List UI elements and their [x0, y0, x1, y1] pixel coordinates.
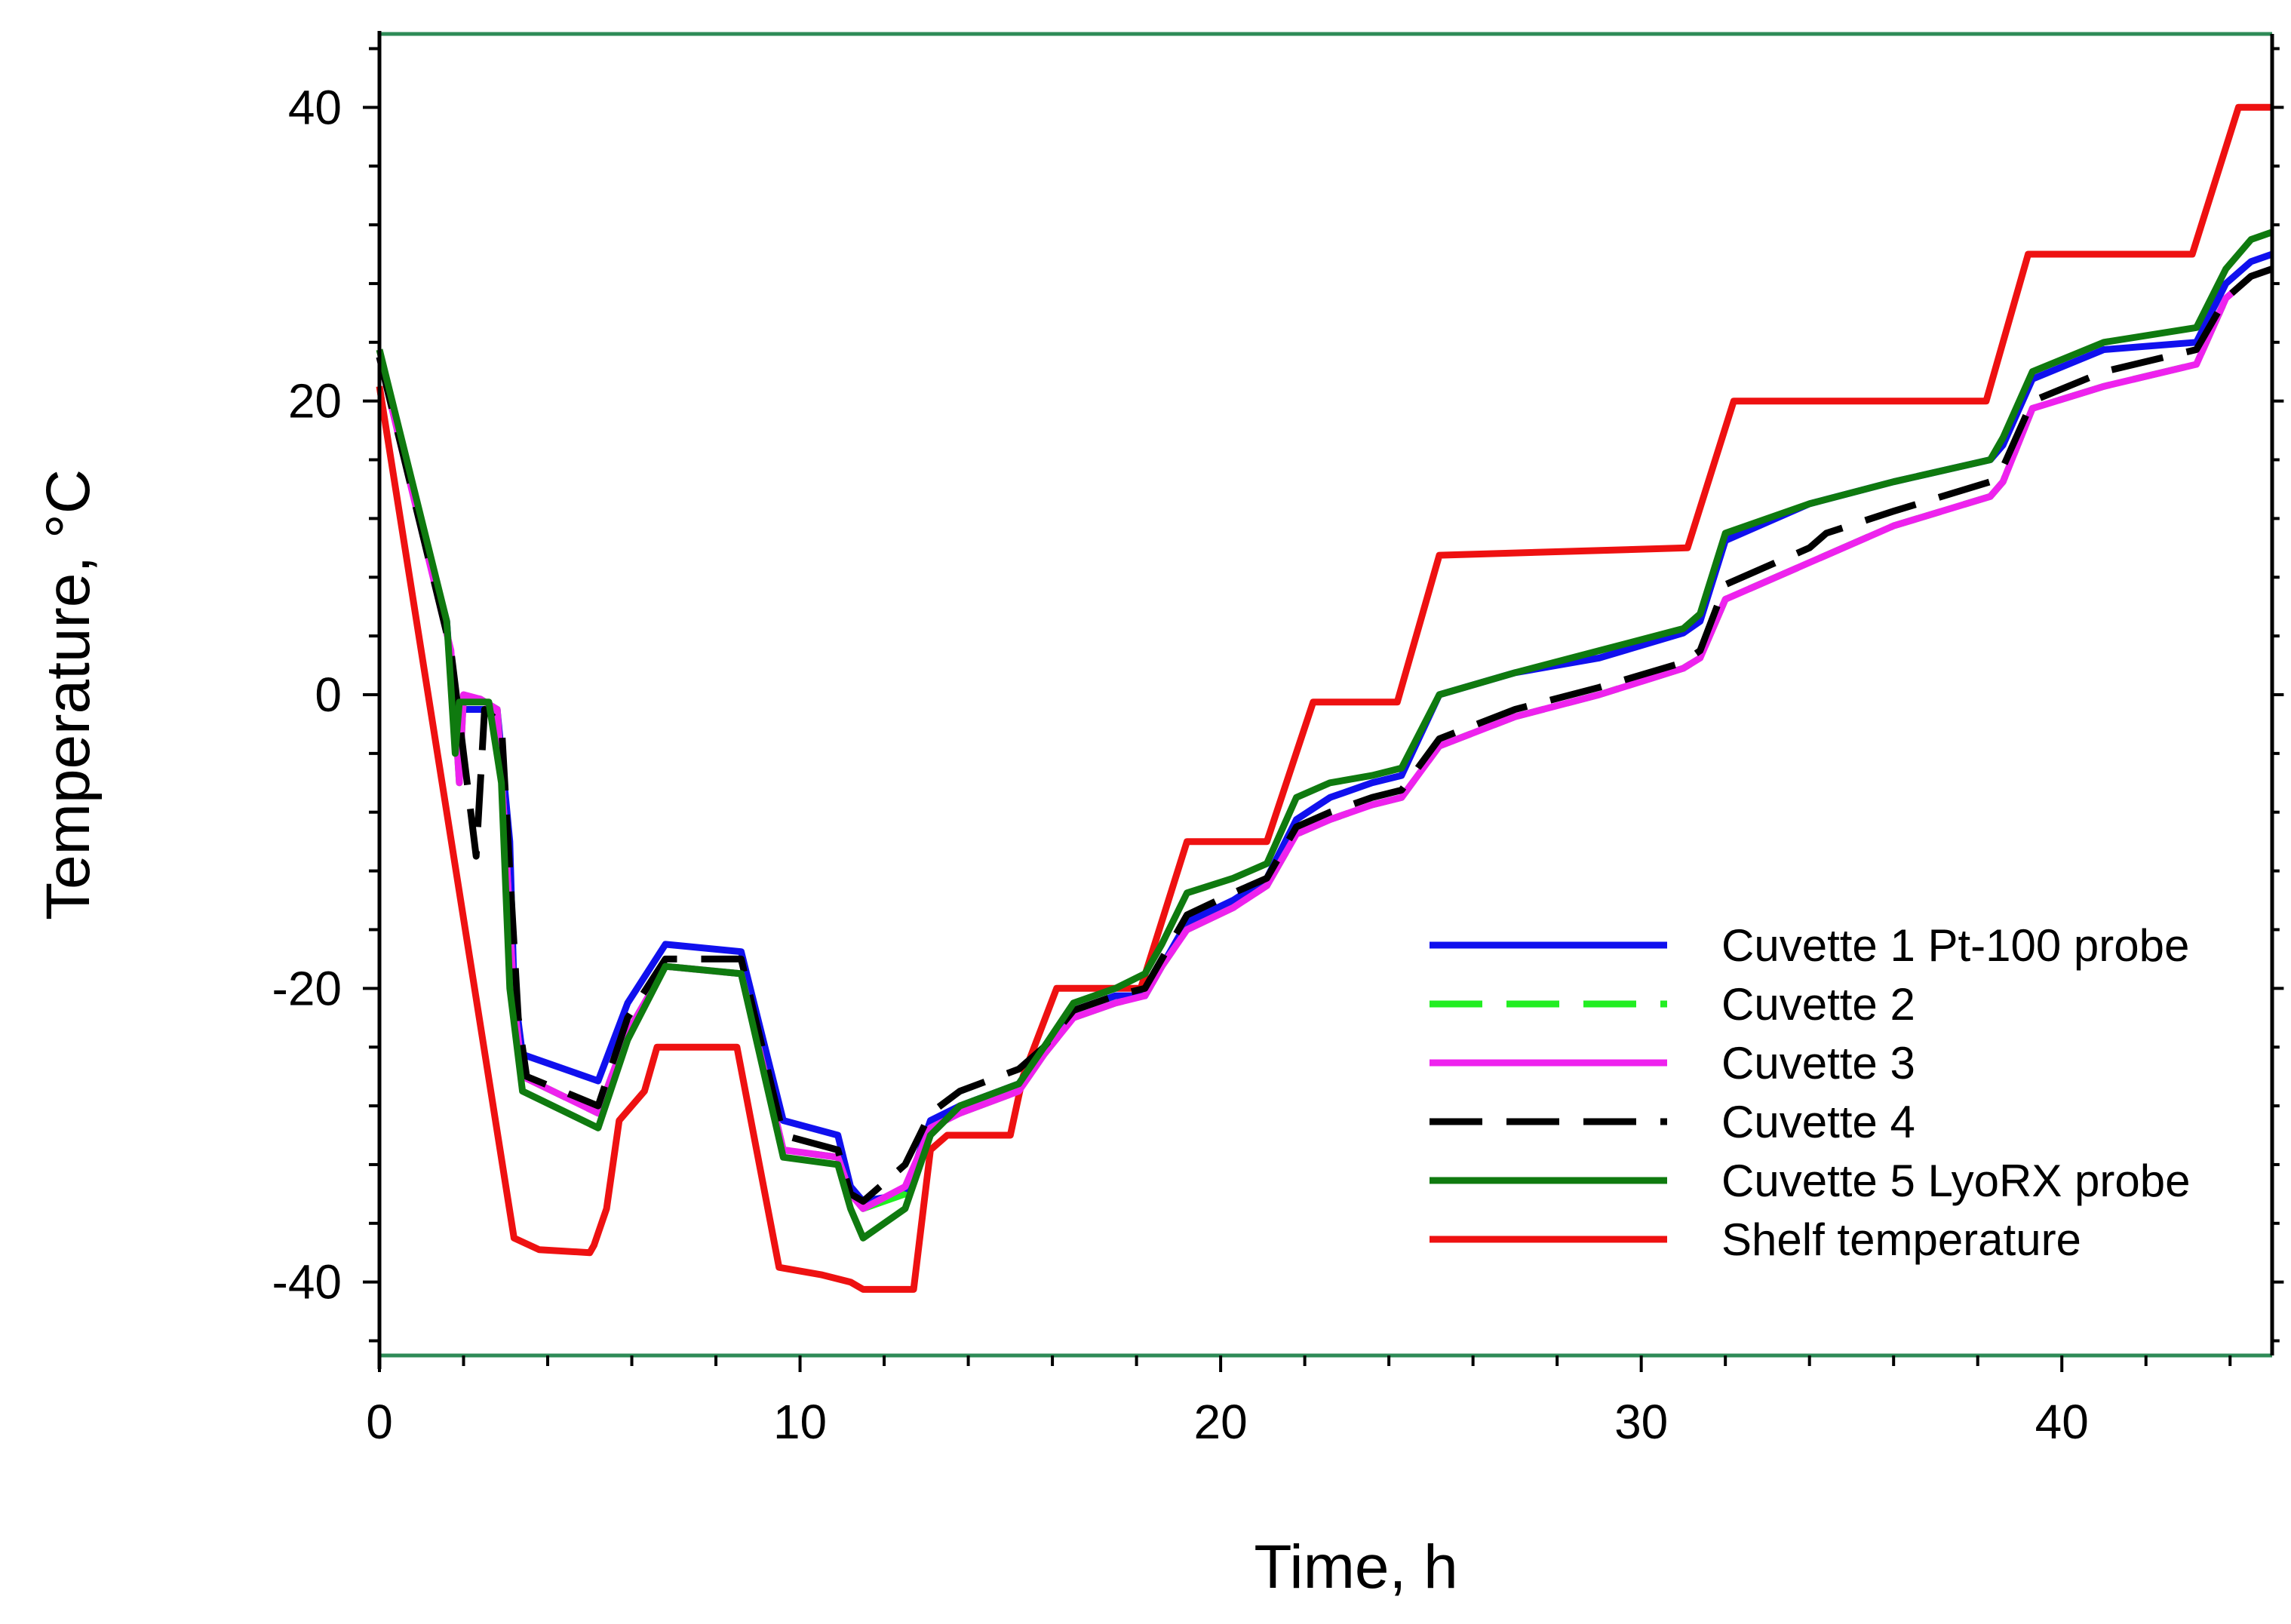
ticks-layer [363, 47, 2284, 1372]
y-tick-label: 0 [315, 668, 342, 722]
x-tick-label: 20 [1194, 1395, 1248, 1449]
x-tick-label: 30 [1614, 1395, 1668, 1449]
legend-label-2: Cuvette 2 [1721, 979, 1915, 1030]
series-line-4 [376, 266, 2274, 1205]
legend-label-1: Cuvette 1 Pt-100 probe [1721, 920, 2189, 971]
series-layer [376, 103, 2274, 1293]
y-tick-label: -20 [272, 961, 342, 1015]
legend-label-3: Cuvette 3 [1721, 1038, 1915, 1088]
series-line-5 [376, 229, 2274, 1242]
y-tick-label: -40 [272, 1255, 342, 1309]
y-axis-title: Temperature, °C [34, 469, 103, 920]
legend-label-4: Cuvette 4 [1721, 1097, 1915, 1147]
x-tick-label: 40 [2035, 1395, 2089, 1449]
legend: Cuvette 1 Pt-100 probe Cuvette 2 Cuvette 3… [1430, 920, 2190, 1265]
legend-label-6: Shelf temperature [1721, 1214, 2081, 1265]
tick-labels-layer: 0 10 20 30 40 -40 -20 0 20 40 [272, 80, 2089, 1449]
x-tick-label: 0 [366, 1395, 393, 1449]
legend-label-5: Cuvette 5 LyoRX probe [1721, 1156, 2190, 1206]
x-tick-label: 10 [773, 1395, 827, 1449]
series-line-6 [376, 103, 2272, 1293]
y-tick-label: 20 [288, 374, 342, 428]
x-axis-title: Time, h [1254, 1533, 1457, 1601]
y-tick-label: 40 [288, 80, 342, 134]
